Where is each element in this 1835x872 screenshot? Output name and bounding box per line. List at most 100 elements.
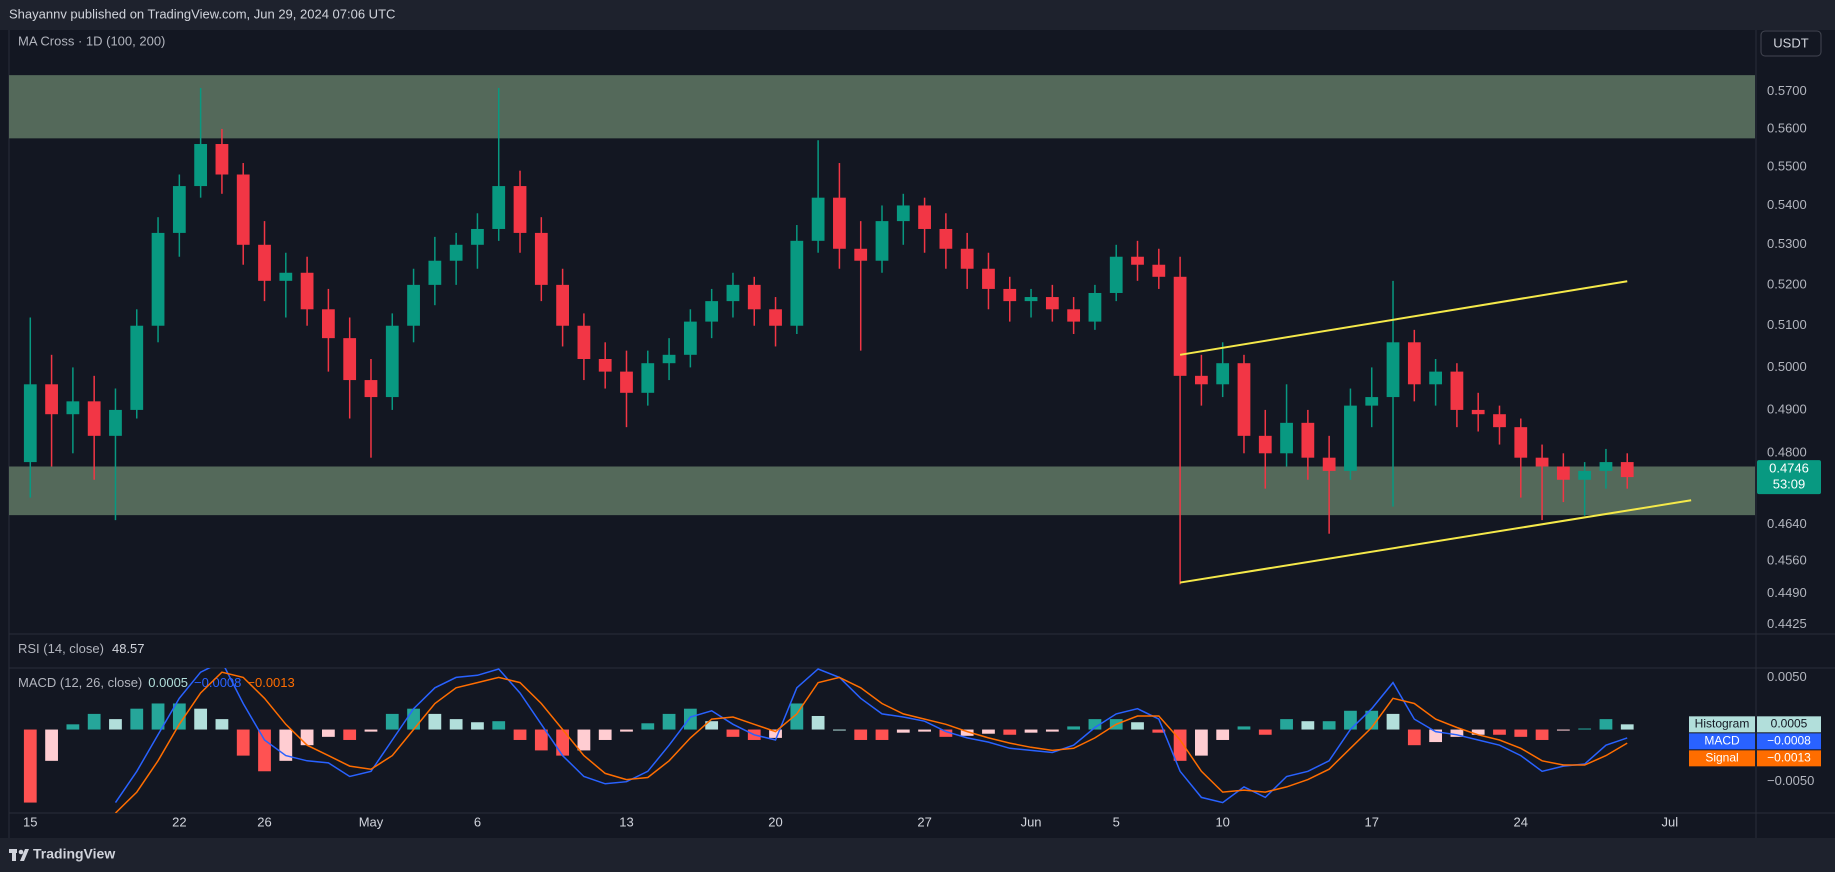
candle-body xyxy=(641,363,655,393)
histogram-bar xyxy=(875,729,889,740)
header-bar xyxy=(0,0,1835,30)
candle-body xyxy=(598,359,612,372)
histogram-bar xyxy=(662,713,676,730)
candle-body xyxy=(215,144,229,175)
histogram-bar xyxy=(471,722,484,730)
price-tick-label: 0.5600 xyxy=(1767,120,1807,135)
candle-body xyxy=(960,248,974,269)
histogram-bar xyxy=(428,713,442,730)
histogram-bar xyxy=(854,729,868,740)
candle-body xyxy=(1535,457,1549,467)
histogram-bar xyxy=(1088,719,1102,730)
candle-body xyxy=(1301,422,1315,458)
candle-body xyxy=(172,186,186,233)
time-tick-label: 24 xyxy=(1514,814,1528,829)
candle-body xyxy=(1195,375,1208,385)
candle-body xyxy=(449,244,463,261)
histogram-bar xyxy=(705,721,719,730)
histogram-bar xyxy=(1237,726,1251,730)
macd-tick-label: 0.0050 xyxy=(1767,669,1807,684)
histogram-bar xyxy=(598,729,612,740)
candle-body xyxy=(322,309,335,339)
price-tick-label: 0.4640 xyxy=(1767,516,1807,531)
histogram-bar xyxy=(215,719,229,730)
candle-body xyxy=(1493,414,1506,428)
candle-body xyxy=(130,325,144,410)
histogram-bar xyxy=(1578,728,1592,730)
candle-body xyxy=(300,272,314,310)
candle-body xyxy=(492,186,506,229)
candle-body xyxy=(1344,405,1357,471)
candle-body xyxy=(279,272,293,281)
histogram-bar xyxy=(1258,729,1272,735)
histogram-bar xyxy=(1322,721,1336,730)
histogram-bar xyxy=(1620,724,1634,730)
series-name: Signal xyxy=(1705,751,1738,765)
histogram-bar xyxy=(23,729,37,803)
histogram-bar xyxy=(726,729,740,737)
histogram-bar xyxy=(939,729,953,737)
candle-body xyxy=(1152,264,1166,277)
series-value-box xyxy=(1757,750,1821,767)
candle-body xyxy=(258,244,271,281)
histogram-bar xyxy=(1493,729,1506,735)
candle-body xyxy=(1067,309,1081,322)
time-tick-label: 27 xyxy=(917,814,931,829)
currency-button[interactable] xyxy=(1760,30,1822,57)
candle-body xyxy=(1088,292,1102,322)
macd-title: MACD (12, 26, close) xyxy=(18,675,142,690)
trend-line xyxy=(1179,499,1692,584)
support-resistance-zone xyxy=(9,75,1755,139)
histogram-bar xyxy=(1003,729,1017,735)
candle-body xyxy=(1258,435,1272,454)
histogram-bar xyxy=(407,708,420,730)
time-tick-label: 6 xyxy=(474,814,481,829)
candle-body xyxy=(1556,466,1570,480)
histogram-bar xyxy=(1471,729,1485,735)
candle-body xyxy=(683,321,697,355)
candle-body xyxy=(23,384,37,463)
histogram-bar xyxy=(982,729,995,734)
histogram-bar xyxy=(322,729,335,737)
candle-body xyxy=(534,232,548,285)
histogram-bar xyxy=(258,729,271,772)
series-name-box xyxy=(1689,750,1755,767)
histogram-bar xyxy=(1280,719,1293,730)
series-name: MACD xyxy=(1704,734,1740,748)
candle-body xyxy=(556,284,569,326)
candle-body xyxy=(87,401,101,436)
candle-body xyxy=(1386,342,1400,398)
candle-body xyxy=(1514,427,1528,458)
last-price-value: 0.4746 xyxy=(1769,461,1809,476)
histogram-bar xyxy=(1045,729,1059,732)
candle-body xyxy=(66,401,80,415)
price-tick-label: 0.4900 xyxy=(1767,401,1807,416)
candle-body xyxy=(343,338,357,381)
support-resistance-zone xyxy=(9,466,1755,516)
series-name: Histogram xyxy=(1695,717,1750,731)
price-tick-label: 0.4560 xyxy=(1767,553,1807,568)
histogram-bar xyxy=(151,703,165,730)
histogram-bar xyxy=(1344,710,1357,730)
histogram-bar xyxy=(960,729,974,736)
candle-body xyxy=(385,325,399,398)
series-value-box xyxy=(1757,716,1821,733)
candle-body xyxy=(1237,363,1251,436)
histogram-bar xyxy=(918,729,931,732)
histogram-bar xyxy=(1024,729,1038,733)
candle-body xyxy=(854,248,868,261)
candle-body xyxy=(790,240,804,326)
candle-body xyxy=(109,409,122,436)
time-tick-label: 22 xyxy=(172,814,186,829)
histogram-bar xyxy=(1407,729,1421,746)
candle-body xyxy=(1578,470,1592,480)
histogram-bar xyxy=(534,729,548,751)
histogram-bar xyxy=(1131,722,1144,730)
candle-body xyxy=(1429,371,1442,385)
macd-legend: MACD (12, 26, close) 0.0005 −0.0008 −0.0013 xyxy=(18,675,295,690)
histogram-bar xyxy=(300,729,314,746)
candle-body xyxy=(662,354,676,364)
candle-body xyxy=(236,174,250,245)
